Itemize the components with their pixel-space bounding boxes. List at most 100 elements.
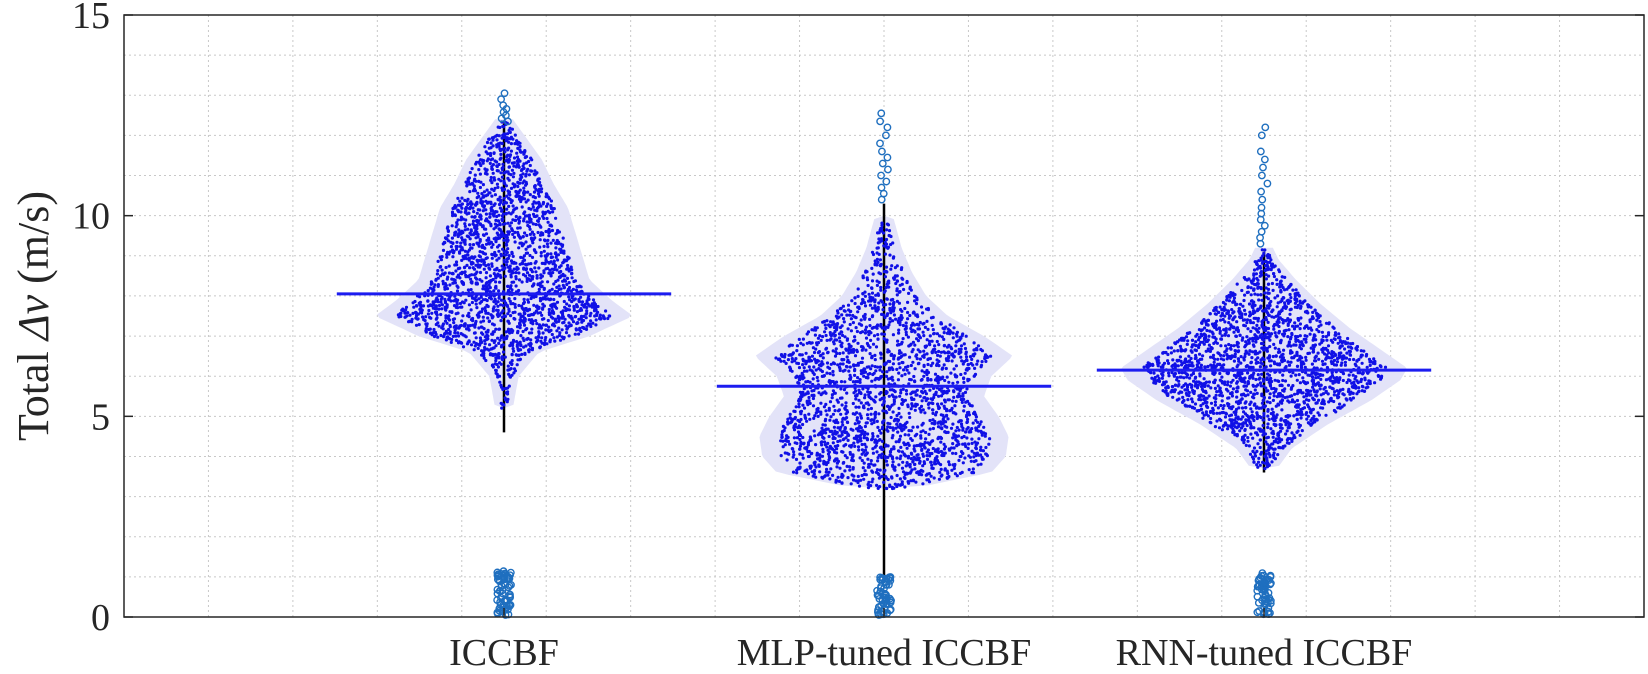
data-point	[484, 276, 488, 280]
data-point	[468, 324, 472, 328]
data-point	[840, 358, 844, 362]
data-point	[967, 366, 971, 371]
data-point	[540, 280, 544, 284]
data-point	[515, 325, 520, 329]
data-point	[436, 276, 440, 280]
data-point	[897, 356, 901, 360]
data-point	[551, 316, 555, 320]
data-point	[941, 417, 945, 421]
data-point	[821, 320, 825, 324]
data-point	[506, 247, 510, 251]
data-point	[804, 392, 808, 396]
data-point	[526, 313, 531, 317]
data-point	[458, 266, 462, 270]
data-point	[492, 151, 496, 155]
data-point	[847, 351, 851, 355]
data-point	[811, 396, 816, 401]
data-point	[876, 323, 880, 328]
data-point	[500, 298, 504, 302]
data-point	[914, 404, 918, 408]
data-point	[883, 252, 888, 256]
data-point	[912, 444, 916, 448]
data-point	[588, 304, 592, 308]
data-point	[838, 351, 842, 356]
data-point	[509, 275, 513, 279]
data-point	[556, 258, 560, 262]
data-point	[484, 242, 489, 246]
data-point	[469, 308, 473, 312]
data-point	[900, 276, 904, 280]
data-point	[488, 343, 492, 347]
data-point	[546, 202, 550, 206]
data-point	[819, 401, 823, 405]
data-point	[956, 434, 961, 438]
data-point	[519, 255, 523, 259]
data-point	[871, 342, 876, 346]
data-point	[434, 304, 438, 308]
data-point	[972, 459, 976, 464]
data-point	[855, 329, 860, 334]
data-point	[779, 359, 783, 363]
data-point	[492, 289, 496, 293]
data-point	[484, 232, 489, 236]
data-point	[870, 306, 875, 310]
data-point	[930, 463, 934, 467]
data-point	[816, 433, 821, 437]
data-point	[529, 236, 534, 240]
data-point	[549, 223, 553, 227]
data-point	[832, 322, 837, 326]
data-point	[848, 468, 852, 472]
data-point	[477, 168, 481, 172]
data-point	[406, 311, 410, 315]
data-point	[424, 330, 428, 334]
data-point	[884, 374, 889, 378]
data-point	[1301, 376, 1305, 380]
data-point	[919, 378, 923, 382]
data-point	[567, 313, 571, 318]
data-point	[540, 313, 544, 317]
data-point	[834, 314, 839, 318]
data-point	[533, 173, 537, 177]
data-point	[522, 197, 527, 201]
data-point	[900, 450, 905, 454]
data-point	[517, 278, 522, 282]
data-point	[913, 390, 918, 394]
data-point	[905, 280, 909, 285]
data-point	[520, 352, 524, 356]
data-point	[869, 484, 873, 488]
data-point	[947, 398, 952, 402]
data-point	[939, 394, 944, 398]
data-point	[559, 242, 563, 246]
data-point	[857, 398, 861, 402]
data-point	[500, 311, 504, 315]
data-point	[894, 440, 898, 444]
data-point	[922, 396, 926, 400]
data-point	[422, 318, 426, 322]
data-point	[876, 246, 880, 250]
data-point	[884, 242, 889, 246]
data-point	[500, 208, 504, 212]
data-point	[557, 275, 562, 279]
data-point	[813, 463, 817, 467]
data-point	[463, 270, 467, 274]
data-point	[1252, 268, 1257, 272]
data-point	[835, 465, 839, 469]
data-point	[500, 218, 504, 223]
data-point	[936, 461, 941, 465]
data-point	[427, 308, 431, 313]
data-point	[460, 319, 464, 323]
data-point	[585, 299, 589, 303]
data-point	[607, 314, 611, 318]
data-point	[517, 219, 522, 223]
data-point	[836, 459, 841, 463]
data-point	[939, 322, 943, 326]
data-point	[458, 251, 462, 255]
data-point	[522, 323, 527, 327]
data-point	[863, 442, 867, 446]
data-point	[494, 218, 498, 222]
data-point	[905, 392, 909, 396]
data-point	[922, 334, 926, 338]
data-point	[918, 320, 922, 325]
data-point	[579, 285, 583, 289]
data-point	[512, 156, 517, 160]
